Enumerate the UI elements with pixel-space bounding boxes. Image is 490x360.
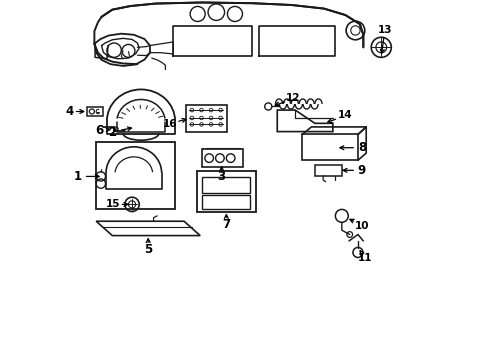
Text: 12: 12 bbox=[286, 93, 301, 103]
Text: 13: 13 bbox=[378, 25, 392, 35]
Bar bbox=[196, 171, 256, 212]
Bar bbox=[315, 165, 342, 176]
Text: 16: 16 bbox=[163, 120, 177, 129]
Polygon shape bbox=[96, 221, 200, 235]
Polygon shape bbox=[277, 110, 333, 132]
Text: 3: 3 bbox=[218, 170, 226, 183]
Bar bbox=[96, 142, 175, 209]
Text: 2: 2 bbox=[108, 126, 117, 139]
Text: 4: 4 bbox=[65, 105, 74, 118]
Text: 10: 10 bbox=[355, 221, 369, 231]
Text: 9: 9 bbox=[358, 164, 366, 177]
Text: 1: 1 bbox=[74, 170, 82, 183]
Text: 7: 7 bbox=[222, 218, 230, 231]
Bar bbox=[202, 149, 243, 167]
Text: 15: 15 bbox=[106, 199, 120, 210]
Bar bbox=[202, 195, 250, 209]
Text: 5: 5 bbox=[144, 243, 152, 256]
Bar bbox=[87, 107, 103, 116]
Text: 6: 6 bbox=[96, 124, 104, 137]
Bar bbox=[186, 105, 227, 132]
Text: 8: 8 bbox=[358, 141, 366, 154]
Text: 11: 11 bbox=[358, 253, 372, 263]
Bar bbox=[202, 177, 250, 193]
Text: 14: 14 bbox=[338, 111, 352, 121]
Bar bbox=[302, 134, 358, 160]
